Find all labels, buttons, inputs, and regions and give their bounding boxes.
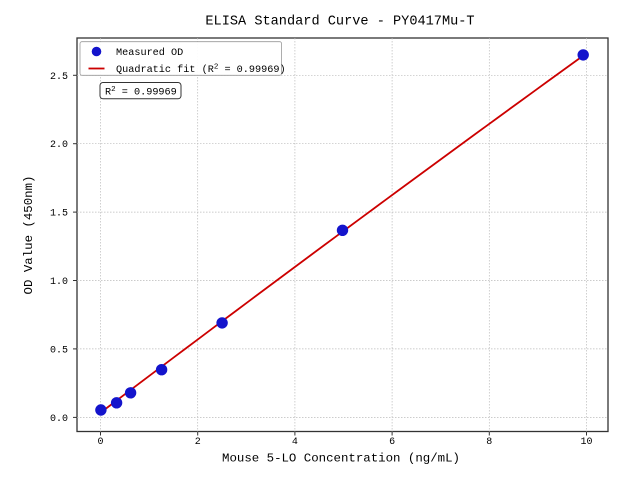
svg-text:2: 2 — [195, 437, 201, 448]
svg-text:OD Value (450nm): OD Value (450nm) — [22, 176, 36, 295]
svg-text:Measured OD: Measured OD — [116, 47, 183, 59]
svg-text:1.5: 1.5 — [50, 209, 68, 220]
svg-text:Mouse 5-LO Concentration (ng/m: Mouse 5-LO Concentration (ng/mL) — [222, 452, 460, 466]
svg-text:6: 6 — [389, 437, 395, 448]
svg-text:2.0: 2.0 — [50, 140, 68, 151]
svg-text:10: 10 — [580, 437, 592, 448]
svg-text:1.0: 1.0 — [50, 277, 68, 288]
svg-text:Quadratic fit (R2 = 0.99969): Quadratic fit (R2 = 0.99969) — [116, 63, 286, 76]
svg-text:0.5: 0.5 — [50, 346, 68, 357]
svg-text:4: 4 — [292, 437, 298, 448]
svg-text:0.0: 0.0 — [50, 414, 68, 425]
svg-text:0: 0 — [97, 437, 103, 448]
svg-text:8: 8 — [486, 437, 492, 448]
svg-text:ELISA Standard Curve - PY0417M: ELISA Standard Curve - PY0417Mu-T — [205, 15, 474, 30]
svg-text:2.5: 2.5 — [50, 72, 68, 83]
svg-text:R2 = 0.99969: R2 = 0.99969 — [105, 86, 177, 99]
